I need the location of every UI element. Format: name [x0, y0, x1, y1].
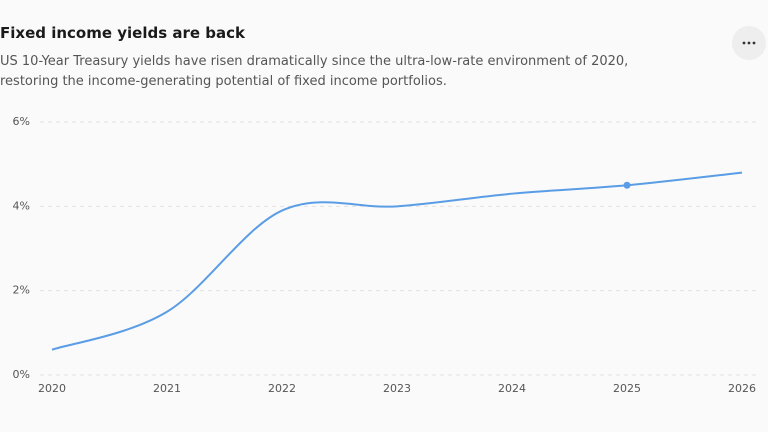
x-tick-label: 2026	[728, 382, 756, 395]
x-tick-label: 2020	[38, 382, 66, 395]
x-tick-label: 2023	[383, 382, 411, 395]
x-tick-label: 2025	[613, 382, 641, 395]
chart-title: Fixed income yields are back	[0, 24, 246, 42]
y-tick-label: 4%	[13, 199, 30, 212]
more-button[interactable]	[732, 26, 766, 60]
line	[51, 171, 743, 351]
x-tick-label: 2022	[268, 382, 296, 395]
y-tick-label: 6%	[13, 115, 30, 128]
y-tick-label: 2%	[13, 284, 30, 297]
point-marker	[623, 181, 631, 189]
chart-subtitle: US 10-Year Treasury yields have risen dr…	[0, 54, 629, 89]
x-tick-label: 2021	[153, 382, 181, 395]
y-tick-label: 0%	[13, 368, 30, 381]
x-tick-label: 2024	[498, 382, 526, 395]
